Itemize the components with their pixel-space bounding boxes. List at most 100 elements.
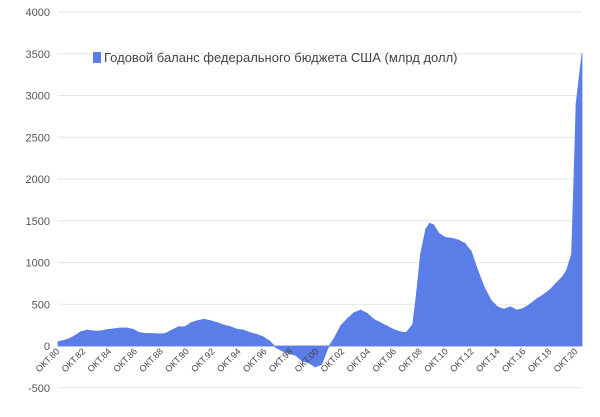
data-point [366, 312, 368, 314]
data-point [229, 326, 232, 328]
data-point [444, 236, 446, 238]
y-tick-label: 1000 [26, 258, 50, 270]
x-tick-label: ОКТ.20 [552, 346, 580, 374]
data-point [416, 291, 418, 293]
data-point [577, 86, 579, 88]
y-tick-label: 2500 [26, 132, 50, 144]
data-point [171, 329, 173, 331]
y-tick-label: 3500 [26, 49, 50, 61]
x-tick-label: ОКТ.84 [85, 346, 113, 374]
data-point [438, 232, 440, 234]
data-point [145, 332, 147, 335]
x-tick-label: ОКТ.12 [448, 346, 476, 374]
data-point [314, 366, 316, 368]
data-point [561, 276, 564, 278]
data-point [242, 329, 245, 331]
data-point [334, 337, 336, 339]
data-point [255, 333, 258, 335]
x-tick-label: ОКТ.98 [267, 346, 295, 374]
y-tick-label: 1500 [26, 216, 50, 228]
data-point [464, 242, 466, 244]
data-point [80, 331, 82, 333]
data-point [236, 328, 238, 330]
data-point [477, 270, 479, 272]
x-tick-label: ОКТ.90 [163, 346, 191, 374]
legend-label: Годовой баланс федерального бюджета США … [104, 50, 458, 65]
y-tick-label: 500 [32, 299, 50, 311]
data-point [288, 352, 290, 355]
data-point [177, 326, 179, 328]
data-point [575, 103, 577, 105]
data-point [164, 332, 166, 335]
data-point [496, 306, 498, 308]
y-tick-label: 0 [44, 341, 50, 353]
x-tick-label: ОКТ.06 [370, 346, 398, 374]
data-point [93, 330, 95, 332]
data-point [373, 318, 375, 320]
data-point [347, 317, 349, 319]
y-tick-label: -500 [28, 383, 50, 395]
data-point [509, 306, 511, 308]
data-point [106, 329, 108, 331]
legend-swatch [93, 52, 101, 63]
data-point [522, 307, 525, 309]
data-point [223, 324, 225, 326]
data-point [158, 333, 160, 335]
data-point [57, 341, 59, 343]
data-point [457, 239, 459, 241]
data-point [451, 237, 453, 239]
x-tick-label: ОКТ.86 [111, 346, 139, 374]
data-point [249, 332, 251, 334]
y-tick-label: 2000 [26, 174, 50, 186]
data-point [360, 309, 362, 311]
data-point [548, 289, 551, 291]
x-tick-label: ОКТ.18 [526, 346, 554, 374]
x-tick-label: ОКТ.04 [344, 346, 372, 374]
data-point [581, 53, 583, 55]
data-point [483, 287, 485, 289]
data-point [386, 325, 388, 327]
data-point [571, 253, 573, 255]
data-point [405, 332, 407, 334]
data-point [308, 362, 310, 364]
data-point [184, 326, 186, 328]
data-point [216, 322, 219, 324]
data-point [210, 320, 212, 322]
data-point [399, 331, 401, 333]
data-point [301, 360, 303, 362]
data-point [425, 228, 427, 230]
data-point [516, 309, 518, 311]
data-point [429, 222, 431, 224]
data-point [132, 328, 134, 330]
data-point [282, 350, 284, 352]
data-point [503, 308, 505, 310]
data-point [420, 253, 422, 255]
y-tick-label: 4000 [26, 7, 50, 19]
series-area [57, 53, 583, 368]
data-point [433, 224, 435, 226]
data-point [295, 354, 297, 356]
data-point [392, 328, 394, 330]
y-tick-label: 3000 [26, 91, 50, 103]
x-tick-label: ОКТ.82 [60, 346, 88, 374]
data-point [86, 329, 88, 331]
data-point [138, 332, 140, 334]
data-point [73, 335, 75, 337]
data-point [565, 270, 568, 272]
x-tick-label: ОКТ.88 [137, 346, 165, 374]
data-point [151, 332, 153, 335]
data-point [269, 340, 271, 342]
data-point [490, 299, 492, 301]
data-point [470, 251, 472, 253]
x-tick-label: ОКТ.92 [189, 346, 217, 374]
data-point [262, 336, 264, 338]
data-point [275, 347, 277, 349]
y-axis: -500 0 500 1000 1500 2000 2500 3000 3500 4000 [26, 7, 50, 395]
data-point [67, 338, 69, 340]
data-point [125, 327, 127, 329]
data-point [203, 318, 206, 320]
data-point [542, 294, 544, 296]
data-point [529, 303, 531, 305]
